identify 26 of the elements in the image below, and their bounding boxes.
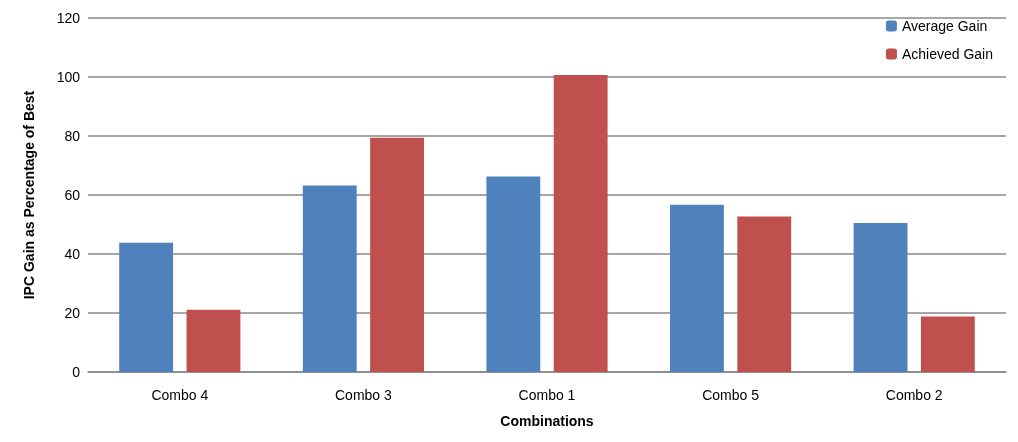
legend-label: Average Gain	[901, 18, 988, 34]
bar	[119, 242, 174, 372]
legend-label: Achieved Gain	[901, 46, 994, 62]
y-tick-label: 0	[72, 364, 81, 380]
bar	[670, 204, 724, 372]
y-tick-label: 60	[64, 187, 81, 203]
x-tick-label: Combo 5	[702, 387, 760, 403]
y-tick-label: 100	[56, 69, 81, 85]
x-tick-label: Combo 1	[518, 387, 576, 403]
y-tick-label: 40	[64, 246, 81, 262]
y-axis-title: IPC Gain as Percentage of Best	[21, 90, 37, 300]
bar	[302, 185, 357, 372]
y-tick-label: 20	[64, 305, 81, 321]
x-axis-title: Combinations	[500, 413, 594, 429]
y-tick-label: 80	[64, 128, 81, 144]
bar	[370, 137, 424, 372]
x-tick-label: Combo 2	[885, 387, 943, 403]
x-tick-label: Combo 3	[334, 387, 393, 403]
y-tick-label: 120	[56, 10, 81, 26]
bar	[853, 223, 908, 372]
bar	[737, 216, 792, 372]
bar	[920, 316, 975, 372]
bar	[186, 309, 241, 372]
bar	[486, 176, 541, 372]
x-tick-label: Combo 4	[151, 387, 209, 403]
bar	[553, 74, 608, 372]
